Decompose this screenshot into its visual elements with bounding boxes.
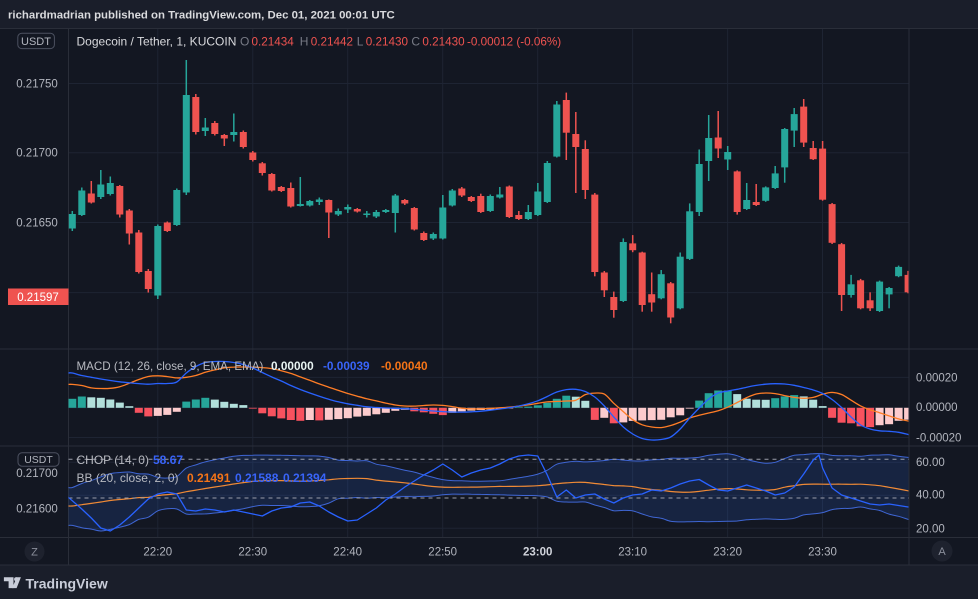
- svg-text:23:20: 23:20: [713, 547, 742, 559]
- svg-text:23:30: 23:30: [808, 547, 837, 559]
- svg-text:TradingView: TradingView: [26, 576, 108, 592]
- svg-text:0.21597: 0.21597: [17, 292, 59, 304]
- svg-text:0.21430: 0.21430: [422, 36, 465, 49]
- svg-text:0.21750: 0.21750: [16, 79, 58, 91]
- svg-text:22:40: 22:40: [333, 547, 362, 559]
- svg-text:0.21491: 0.21491: [187, 471, 231, 485]
- svg-text:0.21434: 0.21434: [252, 36, 295, 49]
- svg-text:0.21430: 0.21430: [366, 36, 409, 49]
- svg-text:Dogecoin / Tether, 1, KUCOIN: Dogecoin / Tether, 1, KUCOIN: [77, 35, 237, 49]
- svg-text:0.00020: 0.00020: [916, 372, 958, 384]
- svg-text:-0.00020: -0.00020: [916, 433, 961, 445]
- svg-text:-0.00040: -0.00040: [381, 359, 428, 373]
- svg-text:40.00: 40.00: [916, 490, 945, 502]
- svg-text:BB (20, close, 2, 0): BB (20, close, 2, 0): [77, 471, 179, 485]
- svg-text:0.21394: 0.21394: [283, 471, 327, 485]
- svg-text:USDT: USDT: [24, 454, 53, 466]
- svg-text:23:10: 23:10: [618, 547, 647, 559]
- svg-text:22:50: 22:50: [428, 547, 457, 559]
- svg-text:0.21600: 0.21600: [16, 504, 58, 516]
- svg-text:20.00: 20.00: [916, 524, 945, 536]
- svg-text:L: L: [357, 35, 364, 49]
- svg-text:C: C: [411, 35, 420, 49]
- svg-text:-0.00039: -0.00039: [323, 359, 370, 373]
- svg-text:22:20: 22:20: [143, 547, 172, 559]
- svg-text:0.00000: 0.00000: [916, 402, 958, 414]
- svg-text:O: O: [240, 35, 249, 49]
- svg-text:22:30: 22:30: [238, 547, 267, 559]
- svg-text:58.67: 58.67: [153, 453, 183, 467]
- svg-text:A: A: [938, 546, 946, 558]
- svg-text:richardmadrian published on Tr: richardmadrian published on TradingView.…: [8, 10, 395, 22]
- svg-text:MACD (12, 26, close, 9, EMA, E: MACD (12, 26, close, 9, EMA, EMA): [77, 360, 264, 373]
- svg-text:0.21700: 0.21700: [16, 468, 58, 480]
- svg-text:0.21442: 0.21442: [311, 36, 353, 49]
- svg-text:0.21588: 0.21588: [235, 471, 279, 485]
- svg-text:0.00000: 0.00000: [271, 359, 314, 373]
- svg-text:0.21650: 0.21650: [16, 218, 58, 230]
- svg-text:0.21700: 0.21700: [16, 148, 58, 160]
- svg-text:CHOP (14, 0): CHOP (14, 0): [77, 453, 149, 467]
- svg-text:Z: Z: [31, 547, 38, 559]
- svg-text:H: H: [300, 35, 309, 49]
- svg-text:23:00: 23:00: [523, 547, 552, 559]
- svg-text:USDT: USDT: [21, 36, 51, 48]
- svg-text:-0.00012 (-0.06%): -0.00012 (-0.06%): [467, 36, 561, 49]
- svg-text:60.00: 60.00: [916, 457, 945, 469]
